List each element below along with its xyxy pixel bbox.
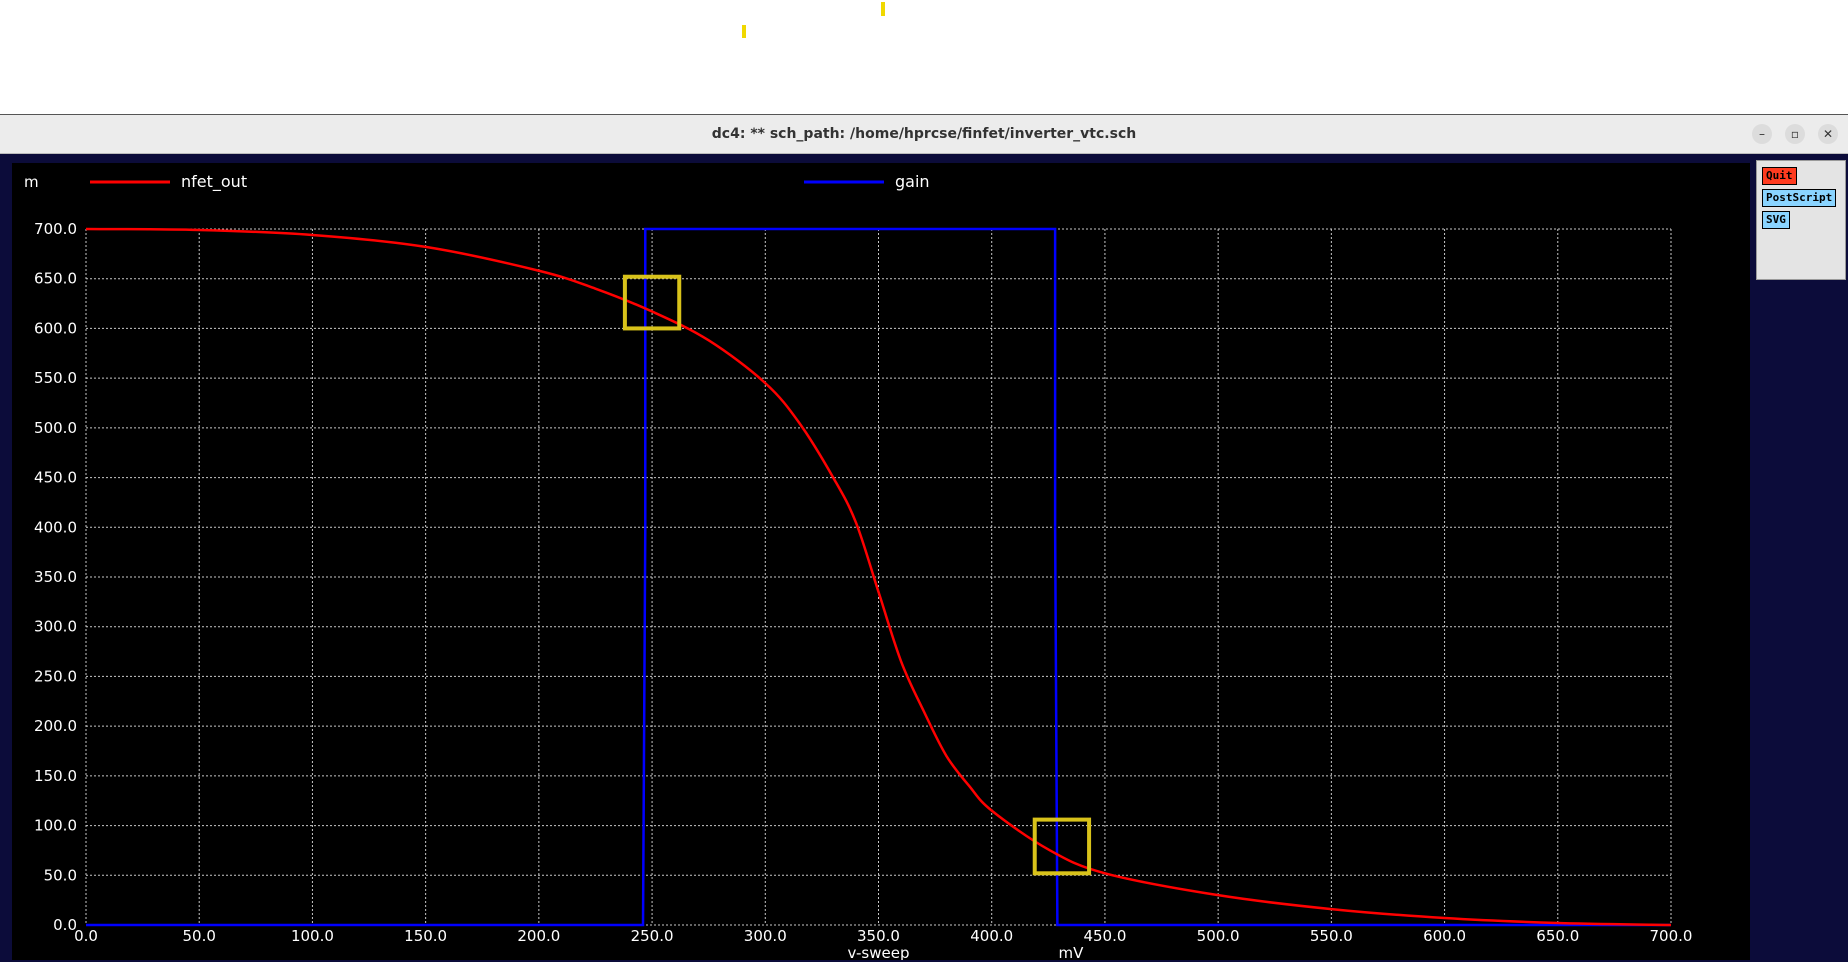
x-tick-label: 600.0	[1423, 927, 1466, 945]
minimize-button[interactable]: –	[1752, 124, 1772, 144]
side-panel: Quit PostScript SVG	[1756, 160, 1846, 280]
y-tick-label: 450.0	[34, 469, 77, 487]
close-button[interactable]: ✕	[1818, 124, 1838, 144]
x-tick-label: 350.0	[857, 927, 900, 945]
quit-button[interactable]: Quit	[1762, 167, 1797, 185]
x-tick-label: 550.0	[1310, 927, 1353, 945]
waveform-window: dc4: ** sch_path: /home/hprcse/finfet/in…	[0, 114, 1848, 962]
y-tick-label: 500.0	[34, 419, 77, 437]
series-line-gain	[86, 227, 1671, 927]
yellow-marker-2	[881, 2, 885, 16]
x-tick-label: 700.0	[1650, 927, 1693, 945]
x-tick-label: 150.0	[404, 927, 447, 945]
legend-label-nfet_out: nfet_out	[181, 172, 247, 192]
x-tick-label: 50.0	[183, 927, 216, 945]
vtc-chart: 0.0 50.0 100.0 150.0 200.0 250.0 300.0 350.0 400…	[24, 172, 1693, 960]
x-tick-label: 0.0	[74, 927, 98, 945]
y-tick-label: 300.0	[34, 618, 77, 636]
yellow-marker-1	[742, 25, 746, 38]
x-tick-label: 250.0	[631, 927, 674, 945]
plot-area[interactable]: 0.0 50.0 100.0 150.0 200.0 250.0 300.0 350.0 400…	[12, 163, 1750, 960]
title-bar[interactable]: dc4: ** sch_path: /home/hprcse/finfet/in…	[0, 115, 1848, 154]
x-tick-label: 500.0	[1197, 927, 1240, 945]
x-tick-label: 200.0	[517, 927, 560, 945]
y-tick-label: 350.0	[34, 568, 77, 586]
y-tick-label: 0.0	[53, 916, 77, 934]
postscript-button[interactable]: PostScript	[1762, 189, 1837, 207]
window-title: dc4: ** sch_path: /home/hprcse/finfet/in…	[711, 126, 1137, 142]
x-unit-label: mV	[1059, 944, 1085, 960]
y-tick-label: 200.0	[34, 717, 77, 735]
x-tick-label: 400.0	[970, 927, 1013, 945]
y-tick-label: 650.0	[34, 270, 77, 288]
highlight-box-2	[1032, 817, 1092, 876]
y-tick-label: 50.0	[44, 866, 77, 884]
restore-button[interactable]: ▫	[1785, 124, 1805, 144]
y-tick-label: 550.0	[34, 369, 77, 387]
svg-button[interactable]: SVG	[1762, 211, 1790, 229]
highlight-box-1	[622, 274, 682, 331]
x-tick-label: 300.0	[744, 927, 787, 945]
y-tick-label: 700.0	[34, 220, 77, 238]
x-tick-label: 450.0	[1083, 927, 1126, 945]
y-tick-label: 600.0	[34, 319, 77, 337]
x-axis-label: v-sweep	[848, 944, 910, 960]
legend-label-gain: gain	[895, 172, 930, 191]
y-tick-label: 400.0	[34, 518, 77, 536]
y-tick-label: 250.0	[34, 667, 77, 685]
y-tick-label: 100.0	[34, 817, 77, 835]
y-unit-label: m	[24, 173, 39, 191]
series-line-nfet_out	[85, 227, 1672, 927]
x-tick-label: 650.0	[1536, 927, 1579, 945]
x-tick-label: 100.0	[291, 927, 334, 945]
y-tick-label: 150.0	[34, 767, 77, 785]
